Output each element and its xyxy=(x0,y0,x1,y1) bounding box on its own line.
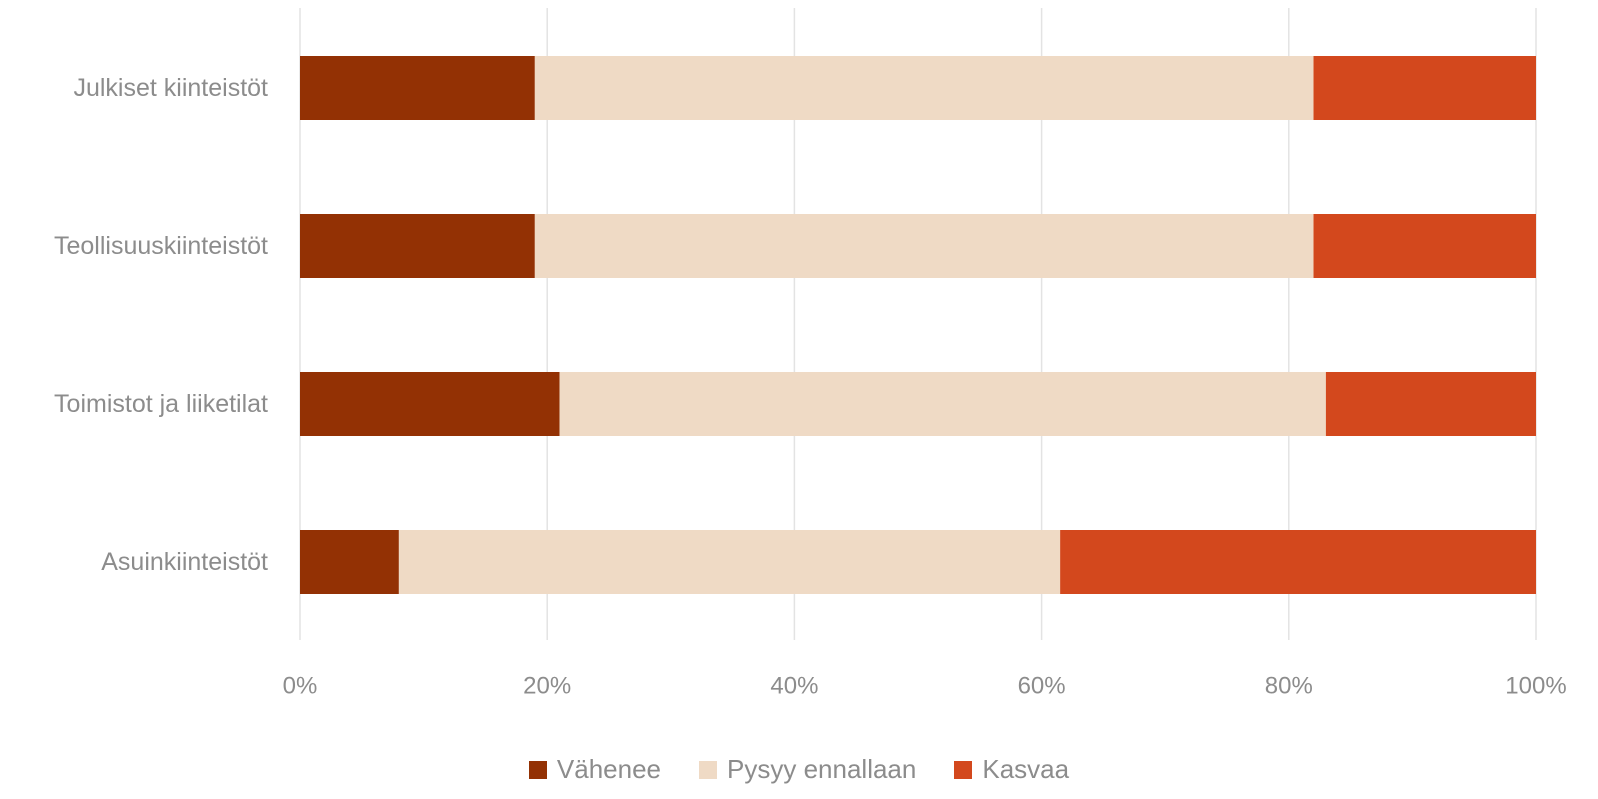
legend-label: Kasvaa xyxy=(982,754,1070,784)
x-axis-labels: 0% 20% 40% 60% 80% 100% xyxy=(283,673,1567,700)
bar-1-pysyy-ennallaan xyxy=(534,56,1314,120)
category-label: Julkiset kiinteistöt xyxy=(73,74,268,102)
bar-2-kasvaa xyxy=(1313,214,1536,278)
legend-label: Pysyy ennallaan xyxy=(727,754,917,784)
category-label: Toimistot ja liiketilat xyxy=(54,390,268,418)
bar-3-pysyy-ennallaan xyxy=(559,372,1326,436)
legend-item: Pysyy ennallaan xyxy=(699,754,916,785)
legend-item: Kasvaa xyxy=(954,754,1069,785)
legend-swatch xyxy=(699,760,718,779)
x-tick-label: 80% xyxy=(1265,673,1313,700)
bar-4-vähenee xyxy=(300,530,399,594)
legend-swatch xyxy=(954,760,973,779)
bar-3-kasvaa xyxy=(1325,372,1536,436)
legend-label: Vähenee xyxy=(556,754,662,784)
x-tick-label: 100% xyxy=(1505,673,1566,700)
bar-4-kasvaa xyxy=(1060,530,1536,594)
category-label: Asuinkiinteistöt xyxy=(101,548,268,576)
x-tick-label: 20% xyxy=(523,673,571,700)
bar-1-kasvaa xyxy=(1313,56,1536,120)
x-tick-label: 60% xyxy=(1018,673,1066,700)
bars xyxy=(300,56,1536,594)
bar-2-vähenee xyxy=(300,214,535,278)
bar-3-vähenee xyxy=(300,372,560,436)
bar-2-pysyy-ennallaan xyxy=(534,214,1314,278)
bar-1-vähenee xyxy=(300,56,535,120)
legend-item: Vähenee xyxy=(528,754,662,785)
legend-swatch xyxy=(528,760,547,779)
x-tick-label: 40% xyxy=(770,673,818,700)
bar-4-pysyy-ennallaan xyxy=(398,530,1061,594)
category-label: Teollisuuskiinteistöt xyxy=(54,232,268,260)
y-axis-labels: Julkiset kiinteistöt Teollisuuskiinteistö… xyxy=(54,74,268,576)
chart-legend: Vähenee Pysyy ennallaan Kasvaa xyxy=(0,754,1598,785)
x-tick-label: 0% xyxy=(283,673,318,700)
